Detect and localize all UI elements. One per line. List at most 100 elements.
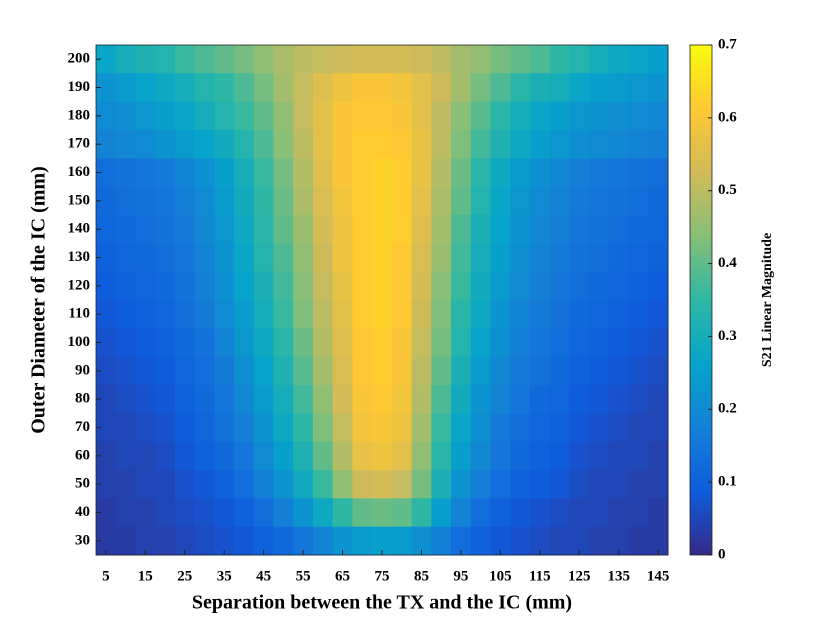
heat-cell — [549, 470, 570, 499]
heat-cell — [273, 186, 294, 216]
heat-cell — [608, 385, 630, 414]
heat-cell — [194, 385, 215, 414]
heat-cell — [214, 215, 235, 244]
heat-cell — [549, 215, 570, 244]
heat-cell — [470, 441, 491, 471]
heat-cell — [135, 413, 156, 443]
heat-cell — [510, 186, 531, 216]
heat-cell — [273, 215, 294, 244]
y-tick-label: 170 — [68, 136, 91, 152]
heat-cell — [96, 526, 117, 556]
heat-cell — [352, 328, 373, 358]
heat-cell — [490, 300, 511, 329]
heat-cell — [253, 186, 275, 216]
heat-cell — [391, 215, 413, 244]
heat-cell — [234, 271, 255, 301]
heat-cell — [273, 243, 294, 273]
heat-cell — [490, 130, 511, 159]
heat-cell — [628, 271, 649, 301]
heat-cell — [253, 441, 275, 471]
heat-cell — [253, 470, 275, 499]
heat-cell — [174, 470, 196, 499]
heat-cell — [135, 385, 156, 414]
heat-cell — [96, 101, 117, 131]
heat-cell — [569, 158, 590, 188]
heat-cell — [391, 45, 413, 74]
heat-cell — [569, 385, 590, 414]
heat-cell — [96, 413, 117, 443]
heat-cell — [253, 130, 275, 159]
heat-cell — [332, 470, 353, 499]
heat-cell — [135, 186, 156, 216]
heat-cell — [293, 328, 314, 358]
heat-cell — [628, 73, 649, 103]
heat-cell — [155, 498, 176, 528]
heat-cell — [372, 243, 393, 273]
heat-cell — [589, 526, 610, 556]
heat-cell — [155, 158, 176, 188]
heat-cell — [234, 158, 255, 188]
heat-cell — [194, 158, 215, 188]
heat-cell — [332, 271, 353, 301]
heat-cell — [589, 215, 610, 244]
heat-cell — [648, 215, 669, 244]
heat-cell — [372, 101, 393, 131]
heat-cell — [312, 271, 334, 301]
heat-cell — [194, 215, 215, 244]
heat-cell — [273, 300, 294, 329]
heat-cell — [510, 130, 531, 159]
heat-cell — [431, 101, 452, 131]
heat-cell — [155, 385, 176, 414]
heat-cell — [273, 498, 294, 528]
heat-cell — [628, 158, 649, 188]
heat-cell — [332, 45, 353, 74]
heat-cell — [96, 243, 117, 273]
heat-cell — [253, 385, 275, 414]
heat-cell — [332, 215, 353, 244]
heat-cell — [96, 45, 117, 74]
heat-cell — [589, 243, 610, 273]
heat-cell — [451, 526, 472, 556]
heat-cell — [470, 470, 491, 499]
heat-cell — [273, 413, 294, 443]
x-tick-label: 125 — [568, 568, 591, 584]
heat-cell — [194, 101, 215, 131]
y-tick-label: 130 — [68, 249, 91, 265]
heat-cell — [155, 45, 176, 74]
x-tick-label: 45 — [256, 568, 271, 584]
heat-cell — [372, 130, 393, 159]
heat-cell — [411, 470, 432, 499]
y-tick-label: 150 — [68, 192, 91, 208]
heat-cell — [529, 158, 551, 188]
x-tick-label: 25 — [177, 568, 192, 584]
heat-cell — [332, 300, 353, 329]
heat-cell — [352, 470, 373, 499]
heat-cell — [352, 300, 373, 329]
heat-cell — [549, 101, 570, 131]
heat-cell — [569, 498, 590, 528]
heat-cell — [431, 498, 452, 528]
heat-cell — [214, 73, 235, 103]
heat-cell — [174, 186, 196, 216]
heat-cell — [234, 328, 255, 358]
heat-cell — [253, 413, 275, 443]
heat-cell — [115, 328, 136, 358]
heat-cell — [135, 498, 156, 528]
heat-cell — [470, 158, 491, 188]
heat-cell — [96, 328, 117, 358]
heat-cell — [391, 300, 413, 329]
heat-cell — [510, 441, 531, 471]
heat-cell — [332, 73, 353, 103]
heat-cell — [312, 45, 334, 74]
heat-cell — [135, 243, 156, 273]
heat-cell — [608, 130, 630, 159]
heat-cell — [608, 470, 630, 499]
heat-cell — [234, 186, 255, 216]
heat-cell — [273, 470, 294, 499]
y-tick-label: 190 — [68, 79, 91, 95]
heat-cell — [648, 526, 669, 556]
heat-cell — [115, 498, 136, 528]
heat-cell — [431, 158, 452, 188]
heat-cell — [332, 130, 353, 159]
